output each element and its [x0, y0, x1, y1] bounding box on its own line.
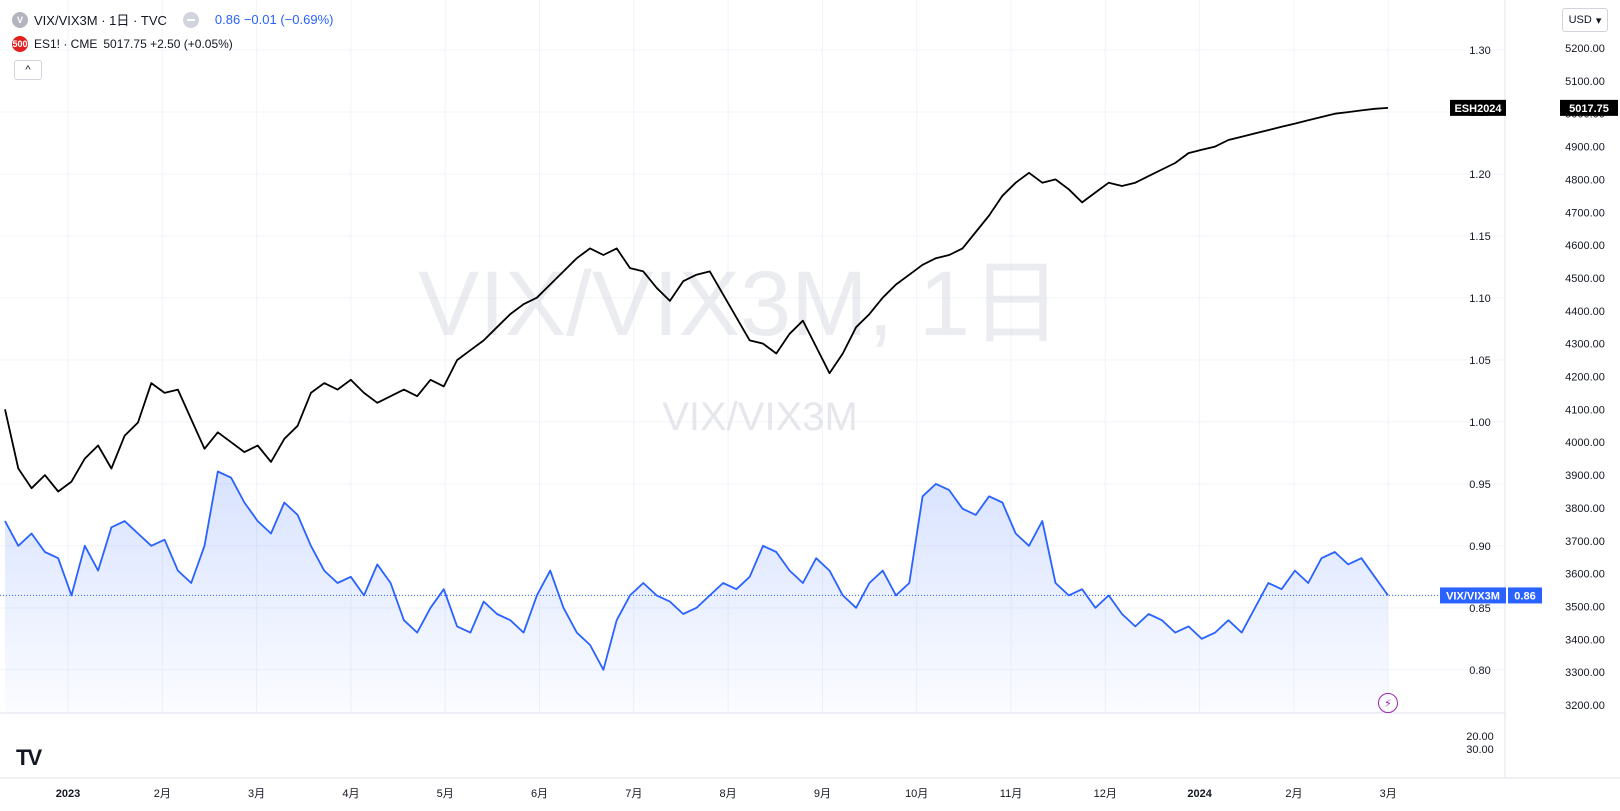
vix-name-badge — [1440, 587, 1506, 604]
vix-value-badge-text: 0.86 — [1514, 590, 1535, 602]
es-tick-label: 5200.00 — [1565, 43, 1605, 55]
es-name-badge-text: ESH2024 — [1454, 103, 1502, 115]
ratio-tick-label: 1.10 — [1469, 293, 1490, 305]
es-tick-label: 3800.00 — [1565, 503, 1605, 515]
ratio-tick-label: 1.20 — [1469, 169, 1490, 181]
collapse-legend-button[interactable]: ^ — [14, 60, 42, 80]
currency-button[interactable]: USD ▾ — [1562, 8, 1608, 32]
es-tick-label: 4500.00 — [1565, 273, 1605, 285]
price-badges: VIX/VIX3M 0.86 ESH2024 5017.75 — [1440, 99, 1618, 604]
time-tick-label: 6月 — [531, 788, 548, 800]
es-tick-label: 4700.00 — [1565, 207, 1605, 219]
ratio-tick-label: 1.05 — [1469, 355, 1490, 367]
compare-symbol-value: 5017.75 +2.50 (+0.05%) — [103, 37, 233, 51]
time-tick-label: 2月 — [1285, 788, 1302, 800]
time-tick-label: 4月 — [342, 788, 359, 800]
time-tick-label: 11月 — [1000, 788, 1022, 800]
es-tick-label: 4600.00 — [1565, 240, 1605, 252]
es-tick-label: 3500.00 — [1565, 601, 1605, 613]
time-tick-label: 12月 — [1094, 788, 1117, 800]
es-tick-label: 3300.00 — [1565, 667, 1605, 679]
lower-pane-tick-label: 20.00 — [1466, 731, 1494, 743]
watermark-main: VIX/VIX3M, 1日 — [418, 253, 1062, 355]
es-tick-label: 5100.00 — [1565, 76, 1605, 88]
ratio-tick-label: 1.00 — [1469, 417, 1490, 429]
chevron-up-icon: ^ — [25, 64, 31, 76]
ratio-tick-label: 0.95 — [1469, 479, 1490, 491]
es-tick-label: 4000.00 — [1565, 437, 1605, 449]
hide-eye-icon[interactable] — [182, 11, 199, 28]
time-tick-label: 9月 — [814, 788, 831, 800]
time-axis[interactable]: 2023 2月 3月 4月 5月 6月 7月 8月 9月 10月 11月 12月 2024 2月 3月 — [56, 788, 1397, 800]
es-price-line — [4, 107, 1389, 493]
es-tick-label: 4300.00 — [1565, 339, 1605, 351]
compare-symbol-title: ES1! · CME — [34, 37, 98, 51]
time-tick-label: 2023 — [56, 788, 80, 800]
tradingview-logo-icon: TV — [16, 745, 42, 770]
ratio-tick-label: 0.90 — [1469, 541, 1490, 553]
es-tick-label: 4200.00 — [1565, 372, 1605, 384]
time-tick-label: 5月 — [437, 788, 454, 800]
es-tick-label: 3400.00 — [1565, 634, 1605, 646]
es-tick-label: 3200.00 — [1565, 700, 1605, 712]
watermark-sub: VIX/VIX3M — [662, 395, 858, 439]
vix-symbol-icon: V — [12, 11, 28, 28]
time-tick-label: 7月 — [625, 788, 642, 800]
es-tick-label: 3900.00 — [1565, 470, 1605, 482]
ratio-tick-label: 1.15 — [1469, 231, 1490, 243]
ratio-tick-label: 0.80 — [1469, 665, 1490, 677]
vix-name-badge-text: VIX/VIX3M — [1446, 590, 1500, 602]
es-tick-label: 4800.00 — [1565, 174, 1605, 186]
ratio-tick-label: 0.85 — [1469, 603, 1490, 615]
time-tick-label: 8月 — [720, 788, 737, 800]
vix-area — [5, 471, 1388, 713]
es-tick-label: 3600.00 — [1565, 569, 1605, 581]
lightning-bolt-icon[interactable]: ⚡ — [1378, 693, 1398, 713]
es-tick-label: 4900.00 — [1565, 142, 1605, 154]
es-name-badge — [1450, 99, 1506, 116]
chevron-down-icon: ▾ — [1595, 14, 1602, 27]
compare-symbol-legend[interactable]: 500 ES1! · CME 5017.75 +2.50 (+0.05%) — [12, 36, 233, 52]
sp500-symbol-icon: 500 — [12, 36, 28, 52]
es-value-badge-text: 5017.75 — [1569, 103, 1609, 115]
vix-value-badge — [1508, 587, 1542, 604]
currency-label: USD — [1568, 14, 1592, 26]
es-tick-label: 3700.00 — [1565, 536, 1605, 548]
main-symbol-legend[interactable]: V VIX/VIX3M · 1日 · TVC 0.86 −0.01 (−0.69… — [12, 10, 333, 29]
ratio-tick-label: 1.30 — [1469, 45, 1490, 57]
series-layer — [0, 107, 1505, 713]
time-tick-label: 2024 — [1187, 788, 1212, 800]
time-tick-label: 3月 — [1380, 788, 1397, 800]
lower-pane-tick-label: 30.00 — [1466, 744, 1494, 756]
price-axis[interactable]: 1.301.251.201.151.101.051.000.950.900.85… — [1466, 43, 1605, 756]
es-value-badge — [1560, 99, 1618, 116]
vix-ratio-line — [4, 470, 1389, 671]
main-symbol-title: VIX/VIX3M · 1日 · TVC — [34, 13, 167, 28]
time-tick-label: 3月 — [248, 788, 265, 800]
es-tick-label: 4100.00 — [1565, 404, 1605, 416]
time-tick-label: 10月 — [905, 788, 928, 800]
time-tick-label: 2月 — [154, 788, 171, 800]
es-tick-label: 4400.00 — [1565, 306, 1605, 318]
main-symbol-value: 0.86 −0.01 (−0.69%) — [214, 12, 334, 27]
